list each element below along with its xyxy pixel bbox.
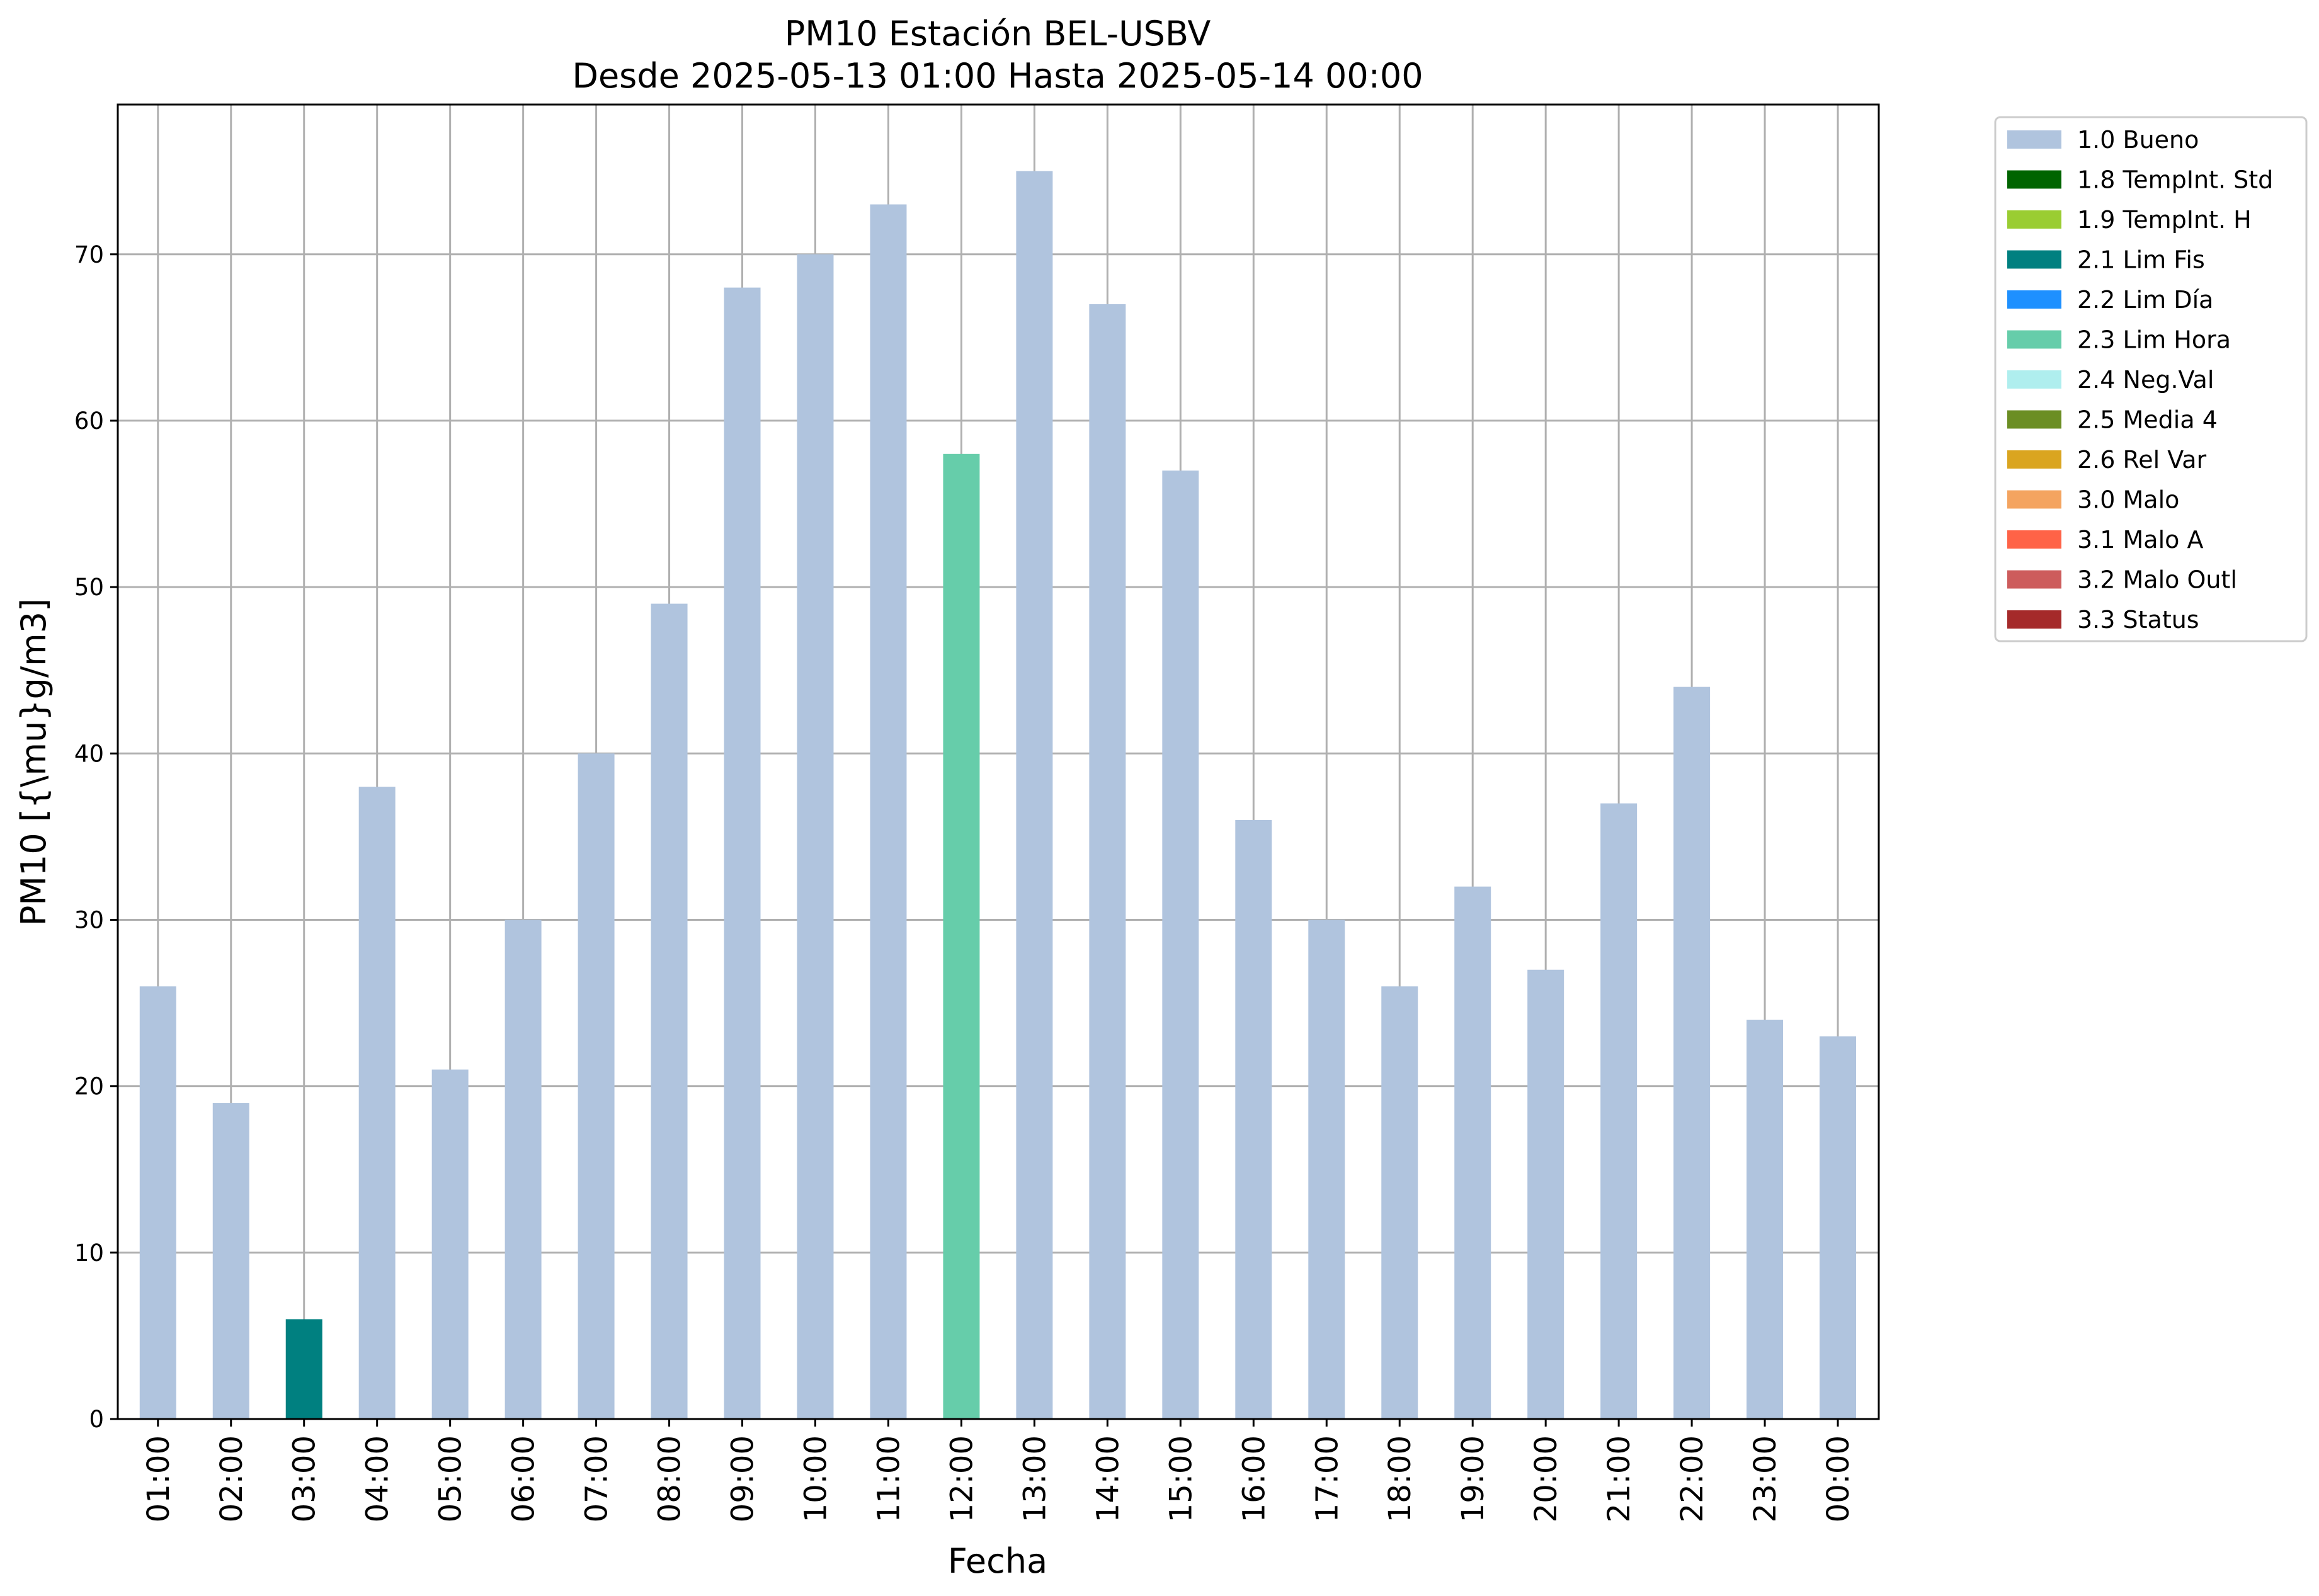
x-tick-label: 08:00 xyxy=(652,1435,688,1522)
legend-label: 3.3 Status xyxy=(2077,606,2199,634)
bar xyxy=(578,753,615,1419)
legend-swatch xyxy=(2007,610,2061,629)
bar xyxy=(1308,920,1345,1419)
x-tick-label: 19:00 xyxy=(1456,1435,1491,1522)
bar xyxy=(431,1069,469,1419)
bar xyxy=(1381,986,1418,1419)
x-tick-label: 16:00 xyxy=(1236,1435,1272,1522)
bar xyxy=(797,254,834,1419)
y-tick-label: 70 xyxy=(74,241,104,268)
bar xyxy=(1016,171,1053,1419)
x-tick-label: 15:00 xyxy=(1163,1435,1199,1522)
legend-label: 3.0 Malo xyxy=(2077,486,2179,514)
x-tick-label: 22:00 xyxy=(1675,1435,1710,1522)
bar xyxy=(1235,819,1272,1419)
x-tick-label: 03:00 xyxy=(287,1435,322,1522)
y-tick-label: 50 xyxy=(74,574,104,601)
legend-label: 3.1 Malo A xyxy=(2077,526,2203,554)
legend-swatch xyxy=(2007,530,2061,549)
legend-swatch xyxy=(2007,330,2061,349)
chart-subtitle: Desde 2025-05-13 01:00 Hasta 2025-05-14 … xyxy=(572,56,1423,96)
legend-swatch xyxy=(2007,170,2061,189)
legend-label: 2.3 Lim Hora xyxy=(2077,326,2231,354)
x-tick-label: 00:00 xyxy=(1821,1435,1856,1522)
legend-swatch xyxy=(2007,210,2061,229)
bar xyxy=(139,986,176,1419)
x-tick-label: 01:00 xyxy=(141,1435,176,1522)
bar xyxy=(1600,803,1638,1419)
legend-label: 2.2 Lim Día xyxy=(2077,286,2213,314)
bar xyxy=(1527,969,1564,1419)
legend-label: 1.9 TempInt. H xyxy=(2077,206,2252,234)
x-tick-label: 07:00 xyxy=(579,1435,615,1522)
bar xyxy=(1089,304,1126,1419)
bar xyxy=(1454,886,1491,1419)
y-tick-label: 0 xyxy=(89,1406,104,1433)
x-tick-label: 13:00 xyxy=(1017,1435,1052,1522)
x-axis-label: Fecha xyxy=(948,1541,1047,1581)
legend-frame xyxy=(1994,116,2308,642)
legend-label: 1.8 TempInt. Std xyxy=(2077,166,2273,194)
y-axis-ticks: 0 10 20 30 40 50 60 70 xyxy=(74,241,118,1433)
bar xyxy=(212,1103,249,1419)
bar xyxy=(724,287,761,1419)
legend-label: 1.0 Bueno xyxy=(2077,126,2199,154)
x-tick-label: 17:00 xyxy=(1309,1435,1345,1522)
y-tick-label: 10 xyxy=(74,1240,104,1267)
y-tick-label: 40 xyxy=(74,740,104,767)
x-tick-label: 10:00 xyxy=(798,1435,833,1522)
bar xyxy=(1162,470,1199,1419)
legend-swatch xyxy=(2007,570,2061,589)
bar xyxy=(285,1319,322,1419)
x-tick-label: 14:00 xyxy=(1090,1435,1125,1522)
x-tick-label: 06:00 xyxy=(506,1435,542,1522)
x-tick-label: 05:00 xyxy=(433,1435,469,1522)
legend-swatch xyxy=(2007,450,2061,469)
legend-swatch xyxy=(2007,370,2061,389)
chart-title: PM10 Estación BEL-USBV xyxy=(785,14,1211,54)
bar xyxy=(870,204,907,1419)
bar xyxy=(358,787,396,1419)
x-tick-label: 09:00 xyxy=(726,1435,761,1522)
x-tick-label: 11:00 xyxy=(871,1435,906,1522)
legend-label: 3.2 Malo Outl xyxy=(2077,566,2237,594)
y-tick-label: 60 xyxy=(74,408,104,435)
bar xyxy=(651,603,688,1419)
legend-swatch xyxy=(2007,130,2061,149)
y-tick-label: 30 xyxy=(74,906,104,933)
legend-swatch xyxy=(2007,410,2061,429)
bar xyxy=(1673,687,1711,1419)
x-tick-label: 20:00 xyxy=(1529,1435,1564,1522)
plot-frame xyxy=(117,103,1880,1420)
x-tick-label: 23:00 xyxy=(1748,1435,1783,1522)
legend: 1.0 Bueno 1.8 TempInt. Std 1.9 TempInt. H 2… xyxy=(1994,116,2308,642)
x-tick-label: 02:00 xyxy=(214,1435,249,1522)
x-axis-ticks: 01:00 02:00 03:00 04:00 05:00 06:00 07:00 08:00… xyxy=(141,1419,1856,1522)
x-tick-label: 21:00 xyxy=(1602,1435,1637,1522)
bars xyxy=(139,171,1857,1419)
x-tick-label: 18:00 xyxy=(1382,1435,1418,1522)
bar xyxy=(1746,1019,1784,1419)
y-axis-label: PM10 [{\mu}g/m3] xyxy=(14,598,54,926)
x-tick-label: 04:00 xyxy=(360,1435,396,1522)
bar xyxy=(504,920,542,1419)
bar xyxy=(943,453,980,1419)
bar xyxy=(1820,1036,1857,1419)
legend-swatch xyxy=(2007,250,2061,269)
x-tick-label: 12:00 xyxy=(944,1435,979,1522)
legend-label: 2.4 Neg.Val xyxy=(2077,366,2214,394)
legend-label: 2.1 Lim Fis xyxy=(2077,246,2205,274)
legend-label: 2.6 Rel Var xyxy=(2077,446,2207,474)
legend-label: 2.5 Media 4 xyxy=(2077,406,2218,434)
legend-swatch xyxy=(2007,290,2061,309)
y-tick-label: 20 xyxy=(74,1073,104,1100)
legend-swatch xyxy=(2007,490,2061,509)
